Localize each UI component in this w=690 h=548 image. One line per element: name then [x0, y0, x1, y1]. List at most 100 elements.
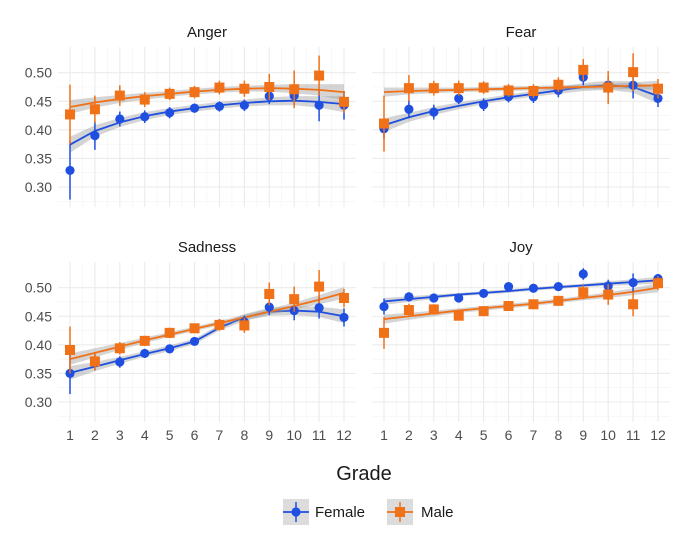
- data-point-female: [140, 112, 150, 122]
- data-point-female: [314, 303, 324, 313]
- data-point-male: [503, 85, 514, 96]
- legend-label: Female: [315, 504, 365, 521]
- data-point-male: [289, 84, 300, 95]
- panel-anger: Anger 0.30 0.35 0.40 0.45 0.50: [25, 24, 356, 207]
- data-point-male: [578, 287, 589, 298]
- data-point-male: [578, 64, 589, 75]
- x-tick-label: 11: [312, 427, 327, 443]
- x-tick-label: 6: [191, 427, 199, 443]
- data-point-female: [165, 344, 175, 354]
- data-point-female: [503, 281, 514, 292]
- legend-item-female: Female: [283, 499, 365, 525]
- panel-title: Joy: [509, 239, 533, 256]
- data-point-female: [65, 165, 75, 176]
- data-point-male: [314, 281, 325, 292]
- legend-item-male: Male: [387, 499, 454, 525]
- data-point-male: [189, 87, 200, 98]
- x-tick-label: 8: [554, 427, 562, 443]
- data-point-female: [429, 293, 439, 303]
- panel-fear: Fear: [372, 24, 670, 207]
- data-point-female: [628, 277, 638, 288]
- panel-title: Anger: [187, 24, 227, 41]
- x-axis-title: Grade: [336, 463, 392, 485]
- y-tick-label: 0.35: [25, 365, 52, 381]
- data-point-male: [139, 335, 150, 346]
- data-point-female: [239, 100, 249, 110]
- data-point-male: [379, 327, 389, 338]
- confidence-band-male: [384, 283, 658, 324]
- data-point-female: [528, 283, 539, 293]
- data-point-male: [314, 70, 325, 81]
- y-tick-label: 0.50: [25, 280, 52, 296]
- data-point-female: [379, 301, 389, 312]
- data-point-female: [479, 100, 489, 110]
- data-point-male: [603, 82, 614, 93]
- data-point-female: [314, 100, 324, 110]
- data-point-female: [404, 104, 414, 114]
- data-point-male: [65, 345, 75, 355]
- data-point-male: [453, 83, 464, 94]
- data-point-male: [65, 109, 75, 120]
- data-point-male: [403, 83, 414, 94]
- x-tick-label: 6: [505, 427, 513, 443]
- data-point-female: [553, 281, 563, 292]
- data-point-female: [165, 108, 175, 118]
- x-tick-label: 8: [240, 427, 248, 443]
- data-point-female: [189, 336, 200, 347]
- data-point-male: [239, 320, 250, 331]
- data-point-female: [479, 288, 489, 299]
- x-tick-label: 2: [405, 427, 413, 443]
- data-point-male: [214, 319, 225, 330]
- x-tick-label: 7: [530, 427, 538, 443]
- panel-title: Sadness: [178, 239, 236, 256]
- data-point-male: [214, 82, 225, 93]
- data-point-male: [114, 90, 125, 101]
- data-point-male: [553, 79, 564, 90]
- y-tick-label: 0.45: [25, 93, 52, 109]
- data-point-male: [653, 83, 663, 94]
- data-point-male: [453, 310, 464, 321]
- x-tick-label: 2: [91, 427, 99, 443]
- data-point-male: [89, 356, 100, 367]
- data-point-male: [89, 104, 100, 115]
- data-point-female: [429, 107, 439, 117]
- data-point-male: [339, 293, 349, 303]
- data-point-female: [454, 293, 464, 303]
- y-tick-label: 0.40: [25, 337, 52, 353]
- x-tick-label: 4: [455, 427, 463, 443]
- x-tick-label: 3: [116, 427, 124, 443]
- data-point-male: [528, 86, 539, 96]
- data-point-female: [264, 302, 274, 312]
- data-point-male: [653, 278, 663, 289]
- data-point-male: [403, 305, 414, 315]
- data-point-female: [90, 130, 100, 141]
- x-tick-label: 10: [286, 427, 302, 443]
- data-point-male: [289, 294, 300, 305]
- data-point-male: [189, 323, 200, 334]
- data-point-female: [454, 93, 464, 104]
- trend-line-female: [69, 99, 345, 146]
- data-point-male: [628, 299, 639, 310]
- legend-key-square-marker: [395, 507, 405, 517]
- data-point-female: [339, 312, 349, 323]
- data-point-male: [164, 88, 175, 99]
- x-tick-label: 1: [380, 427, 388, 443]
- y-tick-label: 0.30: [25, 394, 52, 410]
- x-tick-label: 9: [579, 427, 587, 443]
- data-point-female: [404, 292, 414, 302]
- y-tick-label: 0.45: [25, 308, 52, 324]
- x-tick-label: 9: [265, 427, 273, 443]
- x-tick-label: 3: [430, 427, 438, 443]
- data-point-male: [553, 295, 564, 306]
- x-tick-label: 12: [336, 427, 352, 443]
- y-tick-label: 0.35: [25, 150, 52, 166]
- data-point-male: [503, 301, 514, 311]
- legend-key-circle-marker: [291, 507, 301, 517]
- data-point-male: [264, 82, 275, 92]
- x-tick-label: 10: [600, 427, 616, 443]
- data-point-female: [115, 114, 125, 124]
- panel-title: Fear: [506, 24, 537, 41]
- x-tick-label: 5: [166, 427, 174, 443]
